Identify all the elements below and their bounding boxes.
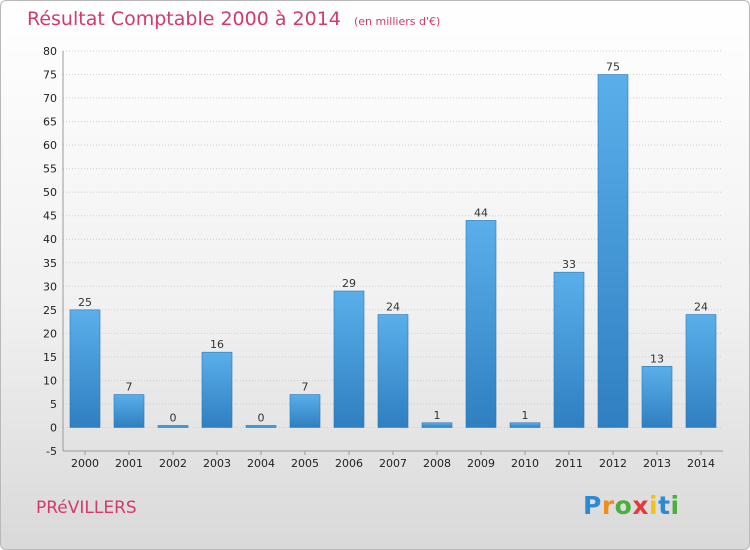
x-tick-label: 2007 <box>379 457 407 470</box>
x-tick-label: 2012 <box>599 457 627 470</box>
place-name: PRéVILLERS <box>36 498 137 518</box>
x-tick-label: 2009 <box>467 457 495 470</box>
logo-letter: P <box>583 491 602 520</box>
y-tick-label: 65 <box>43 116 57 129</box>
x-tick-label: 2008 <box>423 457 451 470</box>
x-tick-label: 2001 <box>115 457 143 470</box>
x-tick-label: 2003 <box>203 457 231 470</box>
value-labels: 25 7 0 16 0 7 29 24 1 44 1 33 75 13 24 <box>78 61 708 425</box>
bar-2012 <box>597 74 629 428</box>
y-tick-label: 70 <box>43 92 57 105</box>
y-tick-label: 25 <box>43 304 57 317</box>
value-label-2000: 25 <box>78 296 92 309</box>
x-tick-label: 2000 <box>71 457 99 470</box>
value-label-2014: 24 <box>694 301 708 314</box>
bar-2002 <box>157 425 189 428</box>
bar-2007 <box>377 314 409 428</box>
y-tick-label: 10 <box>43 374 57 387</box>
y-tick-label: 50 <box>43 186 57 199</box>
logo-letter: t <box>658 491 671 520</box>
x-axis-ticks: 2000 2001 2002 2003 2004 2005 2006 2007 2008 2009… <box>71 451 715 470</box>
bar-2004 <box>245 425 277 428</box>
x-tick-label: 2010 <box>511 457 539 470</box>
y-tick-label: 45 <box>43 210 57 223</box>
value-label-2011: 33 <box>562 258 576 271</box>
value-label-2012: 75 <box>606 61 620 74</box>
bar-2000 <box>69 309 101 428</box>
logo-letter: o <box>614 491 633 520</box>
x-tick-label: 2006 <box>335 457 363 470</box>
value-label-2006: 29 <box>342 277 356 290</box>
bar-2003 <box>201 351 233 428</box>
value-label-2002: 0 <box>170 411 177 424</box>
y-tick-label: 75 <box>43 69 57 82</box>
chart-title: Résultat Comptable 2000 à 2014 <box>27 8 341 30</box>
value-label-2013: 13 <box>650 352 664 365</box>
x-tick-label: 2011 <box>555 457 583 470</box>
y-tick-label: -5 <box>46 445 57 458</box>
bar-2006 <box>333 290 365 428</box>
x-tick-label: 2014 <box>687 457 715 470</box>
y-tick-label: 80 <box>43 45 57 58</box>
y-tick-label: 20 <box>43 327 57 340</box>
bars <box>69 74 717 428</box>
value-label-2008: 1 <box>434 409 441 422</box>
logo-letter: i <box>670 491 680 520</box>
value-label-2005: 7 <box>302 381 309 394</box>
logo-letter: r <box>601 491 615 520</box>
x-tick-label: 2013 <box>643 457 671 470</box>
bar-2014 <box>685 314 717 428</box>
value-label-2007: 24 <box>386 301 400 314</box>
bar-2001 <box>113 394 145 428</box>
y-tick-label: 0 <box>50 421 57 434</box>
y-axis-ticks: -5 0 5 10 15 20 25 30 35 40 45 50 55 60 65 70 75 80 <box>43 45 57 458</box>
bar-2005 <box>289 394 321 428</box>
y-tick-label: 5 <box>50 398 57 411</box>
proxiti-logo: Proxiti <box>583 491 680 520</box>
chart-unit: (en milliers d'€) <box>353 15 441 28</box>
bar-2011 <box>553 271 585 428</box>
logo-letter: x <box>632 491 649 520</box>
bar-2013 <box>641 365 673 428</box>
y-tick-label: 30 <box>43 280 57 293</box>
value-label-2010: 1 <box>522 409 529 422</box>
y-tick-label: 40 <box>43 233 57 246</box>
y-tick-label: 35 <box>43 257 57 270</box>
x-tick-label: 2004 <box>247 457 275 470</box>
value-label-2003: 16 <box>210 338 224 351</box>
bar-2009 <box>465 220 497 428</box>
y-tick-label: 15 <box>43 351 57 364</box>
x-tick-label: 2002 <box>159 457 187 470</box>
value-label-2009: 44 <box>474 206 488 219</box>
chart-title-block: Résultat Comptable 2000 à 2014 (en milli… <box>27 8 440 30</box>
y-tick-label: 55 <box>43 163 57 176</box>
y-tick-label: 60 <box>43 139 57 152</box>
value-label-2001: 7 <box>126 381 133 394</box>
bar-2008 <box>421 422 453 428</box>
x-tick-label: 2005 <box>291 457 319 470</box>
logo-letter: i <box>649 491 659 520</box>
value-label-2004: 0 <box>258 411 265 424</box>
bar-2010 <box>509 422 541 428</box>
